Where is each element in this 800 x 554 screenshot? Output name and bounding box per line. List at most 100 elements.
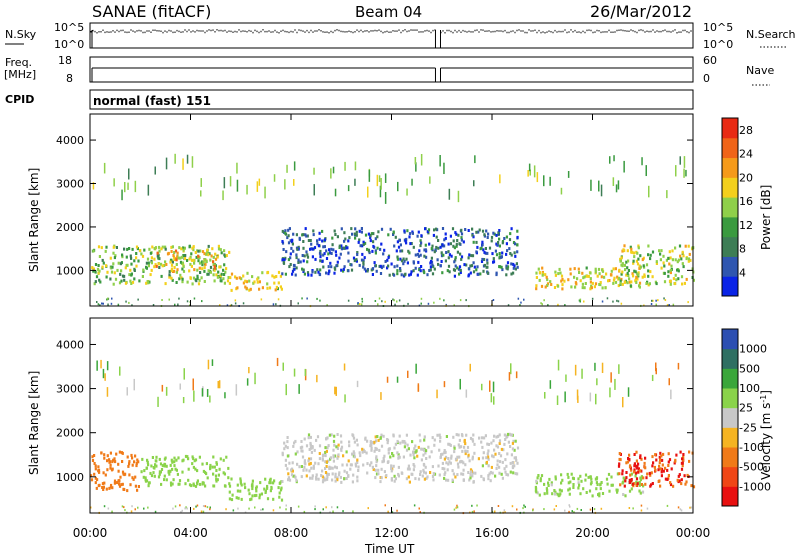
range-cell — [560, 473, 563, 477]
ground-cell — [391, 511, 394, 514]
range-cell — [352, 436, 356, 440]
range-cell — [307, 239, 310, 242]
noise-cell — [397, 181, 399, 192]
range-cell — [635, 450, 638, 454]
range-cell — [483, 250, 486, 254]
range-cell — [352, 473, 355, 477]
range-cell — [545, 275, 548, 279]
noise-cell — [600, 184, 603, 197]
ground-cell — [564, 509, 566, 512]
range-cell — [482, 477, 485, 481]
ground-cell — [357, 302, 359, 304]
ground-cell — [107, 303, 109, 306]
range-cell — [456, 473, 459, 477]
range-cell — [681, 464, 684, 468]
range-cell — [563, 279, 566, 283]
range-cell — [582, 276, 585, 280]
ground-cell — [185, 506, 187, 509]
range-cell — [512, 266, 515, 270]
range-cell — [487, 232, 490, 236]
range-cell — [283, 441, 286, 445]
range-cell — [670, 264, 673, 268]
ground-cell — [420, 302, 422, 305]
range-cell — [688, 450, 691, 454]
range-cell — [331, 243, 334, 247]
range-cell — [630, 468, 633, 472]
range-cell — [359, 244, 362, 248]
range-cell — [469, 436, 473, 440]
range-cell — [289, 256, 292, 260]
range-cell — [612, 278, 616, 282]
range-cell — [348, 444, 351, 448]
range-cell — [578, 483, 581, 487]
range-cell — [633, 470, 636, 474]
ground-cell — [102, 302, 104, 305]
range-cell — [215, 477, 218, 481]
range-cell — [460, 228, 463, 232]
range-cell — [456, 462, 460, 466]
range-cell — [124, 266, 127, 270]
range-cell — [108, 486, 111, 490]
range-cell — [377, 230, 380, 234]
range-cell — [220, 272, 223, 276]
range-cell — [412, 463, 415, 466]
range-cell — [508, 247, 511, 251]
range-cell — [607, 279, 610, 283]
range-cell — [118, 281, 122, 285]
range-cell — [146, 257, 150, 261]
noise-cell — [236, 179, 239, 192]
range-cell — [325, 460, 328, 464]
range-cell — [316, 435, 320, 439]
range-cell — [326, 446, 329, 450]
range-cell — [330, 247, 333, 251]
range-cell — [445, 461, 448, 465]
range-cell — [404, 441, 407, 445]
range-cell — [614, 267, 617, 271]
ground-cell — [117, 303, 120, 306]
range-cell — [280, 498, 284, 502]
range-cell — [429, 471, 432, 474]
range-cell — [467, 229, 470, 232]
range-cell — [657, 468, 660, 472]
range-cell — [405, 237, 408, 241]
ground-cell — [103, 505, 106, 508]
range-cell — [197, 259, 200, 263]
noise-cell — [293, 161, 296, 171]
range-cell — [484, 247, 487, 250]
range-cell — [305, 474, 308, 478]
ground-cell — [532, 509, 534, 512]
ground-cell — [99, 304, 101, 307]
range-cell — [396, 439, 399, 443]
range-cell — [336, 447, 339, 450]
range-cell — [401, 249, 404, 253]
noise-cell — [420, 154, 423, 166]
range-cell — [310, 450, 313, 454]
range-cell — [683, 281, 686, 285]
range-cell — [188, 483, 192, 487]
range-cell — [288, 461, 291, 465]
range-cell — [175, 468, 178, 472]
noise-cell — [179, 383, 181, 390]
range-cell — [332, 439, 336, 443]
ground-cell — [181, 509, 183, 512]
range-cell — [153, 265, 156, 269]
range-cell — [192, 465, 195, 469]
range-cell — [670, 467, 673, 471]
range-cell — [673, 282, 677, 286]
range-cell — [559, 271, 562, 275]
range-cell — [476, 265, 479, 269]
range-cell — [674, 273, 677, 277]
range-cell — [329, 456, 332, 460]
range-cell — [97, 465, 100, 469]
range-cell — [119, 262, 122, 266]
ground-cell — [580, 509, 582, 511]
range-cell — [443, 244, 446, 248]
ground-cell — [161, 299, 163, 301]
range-cell — [679, 254, 682, 258]
range-cell — [673, 461, 676, 465]
range-cell — [498, 229, 501, 232]
range-cell — [441, 227, 445, 230]
range-cell — [316, 268, 319, 272]
range-cell — [420, 265, 423, 268]
range-cell — [510, 453, 513, 457]
